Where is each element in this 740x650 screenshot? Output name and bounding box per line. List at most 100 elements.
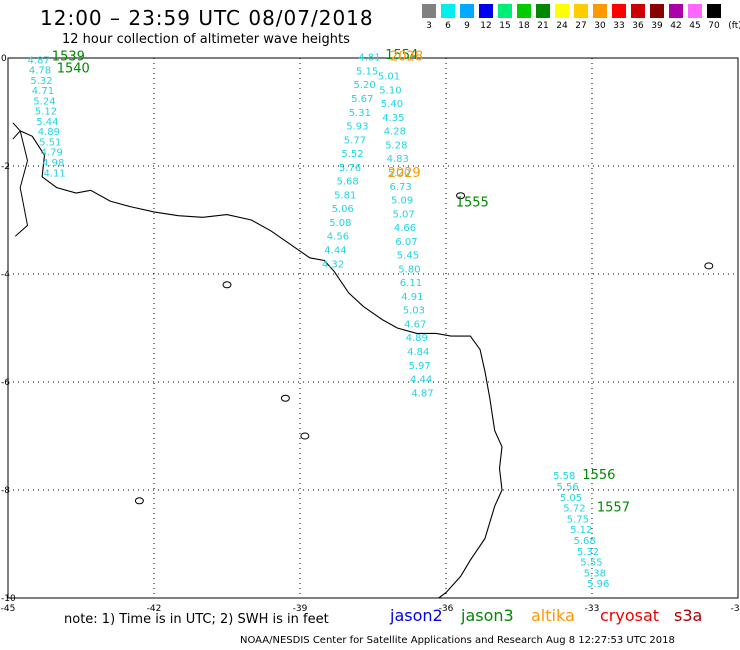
pass-time-label: 1540 [57,62,90,77]
wave-height-value: 5.28 [385,140,407,151]
wave-height-value: 5.06 [332,204,354,215]
wave-height-value: 4.67 [404,320,426,331]
wave-height-value: 4.35 [382,113,404,124]
lat-tick-label: -6 [1,378,10,388]
legend-swatch [422,4,436,18]
wave-height-value: 5.20 [354,80,376,91]
wave-height-value: 5.09 [391,196,413,207]
credit-line: NOAA/NESDIS Center for Satellite Applica… [240,635,675,646]
legend-swatch [650,4,664,18]
legend-swatch [631,4,645,18]
legend-label: 27 [575,21,587,31]
wave-height-value: 5.68 [337,177,359,188]
altimeter-tracks: 4.874.785.324.715.245.125.444.895.514.79… [28,53,610,591]
legend-label: 12 [480,21,492,31]
legend-swatch [536,4,550,18]
wave-height-value: 5.05 [560,493,582,504]
wave-height-value: 5.08 [329,218,351,229]
satellite-s3a: s3a [674,606,703,625]
wave-height-value: 4.89 [406,333,428,344]
legend-swatch [593,4,607,18]
wave-height-value: 5.01 [378,72,400,83]
wave-height-value: 4.66 [394,223,416,234]
wave-height-value: 5.67 [351,94,373,105]
wave-height-value: 5.40 [381,99,403,110]
wave-height-value: 5.52 [341,149,363,160]
wave-height-value: 4.28 [384,127,406,138]
wave-height-value: 5.31 [349,108,371,119]
legend-label: 30 [594,21,606,31]
legend-label: 15 [499,21,511,31]
wave-height-value: 5.24 [33,96,55,107]
legend-label: 9 [464,21,470,31]
wave-height-value: 4.81 [358,53,380,64]
axis-ticks: -45 -42 -39 -36 -33 -30 0 -2 -4 -6 -8 -10 [1,54,740,614]
lon-tick-label: -36 [439,604,454,614]
legend-label: 18 [518,21,530,31]
lat-tick-label: -10 [1,594,16,604]
pass-time-label: 1554 [385,48,418,63]
wave-height-value: 5.44 [36,117,58,128]
wave-height-value: 5.96 [587,579,609,590]
reservoir-outline [456,192,466,200]
wave-height-value: 5.03 [403,306,425,317]
wave-height-value: 5.20 [388,168,410,179]
wave-height-value: 5.32 [30,76,52,87]
legend-unit: (ft) [728,21,740,31]
wave-height-value: 4.87 [411,388,433,399]
wave-height-value: 6.11 [400,278,422,289]
wave-height-value: 5.93 [346,122,368,133]
coastline-bay [14,130,29,237]
map-frame [7,57,739,599]
wave-height-value: 4.44 [410,375,432,386]
legend-label: 42 [670,21,682,31]
wave-height-value: 4.32 [322,259,344,270]
coastline-estuary [12,122,21,140]
reservoir-outline [300,432,310,440]
coastline [12,122,714,599]
legend-label: 33 [613,21,625,31]
wave-height-value: 5.15 [356,67,378,78]
wave-height-value: 5.80 [398,264,420,275]
reservoir-outline [222,281,232,289]
legend-swatch [612,4,626,18]
legend-swatch [498,4,512,18]
legend-swatch [707,4,721,18]
wave-height-value: 5.97 [409,361,431,372]
wave-height-value: 5.68 [574,536,596,547]
page-title: 12:00 – 23:59 UTC 08/07/2018 [40,6,374,30]
lon-tick-label: -33 [585,604,600,614]
legend-swatch [460,4,474,18]
wave-height-value: 5.38 [584,568,606,579]
wave-height-value: 4.87 [28,55,50,66]
legend-swatch [479,4,493,18]
wave-height-value: 4.44 [324,246,346,257]
pass-time-label: 1539 [52,50,85,65]
lat-tick-label: -4 [1,270,10,280]
satellite-cryosat: cryosat [600,606,660,625]
legend-swatch [441,4,455,18]
wave-height-value: 4.56 [327,232,349,243]
pass-time-label: 1555 [456,196,489,211]
wave-height-value: 5.45 [397,251,419,262]
legend-label: 36 [632,21,644,31]
wave-height-value: 5.77 [344,135,366,146]
legend-label: 24 [556,21,568,31]
footnote: note: 1) Time is in UTC; 2) SWH is in fe… [64,612,329,627]
legend-label: 70 [708,21,720,31]
legend-label: 3 [426,21,432,31]
wave-height-value: 4.79 [41,148,63,159]
pass-time-label: 2029 [388,166,421,181]
pass-time-label: 1557 [597,501,630,516]
reservoir-outline [134,497,144,505]
wave-height-value: 4.11 [44,168,66,179]
legend-swatch [669,4,683,18]
page-subtitle: 12 hour collection of altimeter wave hei… [62,32,350,47]
satellite-jason3: jason3 [461,606,514,625]
wave-height-value: 5.07 [393,209,415,220]
satellite-altika: altika [531,606,575,625]
pass-time-label: 2028 [390,50,423,65]
wave-height-value: 5.55 [580,558,602,569]
